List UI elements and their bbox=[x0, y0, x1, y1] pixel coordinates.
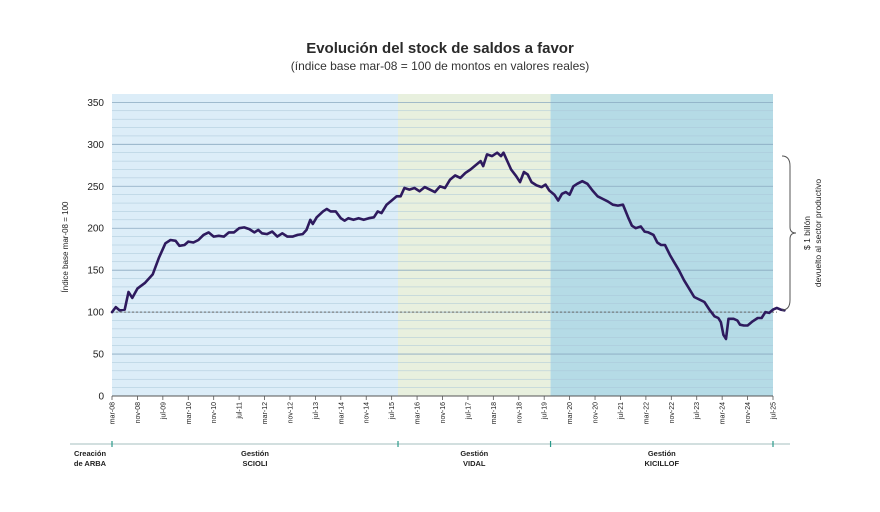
x-tick-label: nov-16 bbox=[440, 402, 447, 424]
x-tick-label: mar-22 bbox=[643, 402, 650, 424]
chart-title: Evolución del stock de saldos a favor bbox=[306, 40, 574, 57]
period-label-line1: Creación bbox=[74, 449, 107, 458]
x-tick-label: mar-08 bbox=[110, 402, 117, 424]
x-tick-label: jul-23 bbox=[694, 402, 701, 420]
y-tick-label: 100 bbox=[87, 308, 104, 319]
y-tick-label: 300 bbox=[87, 140, 104, 151]
x-tick-label: nov-12 bbox=[287, 402, 294, 424]
x-tick-label: mar-12 bbox=[262, 402, 269, 424]
x-tick-label: nov-24 bbox=[745, 402, 752, 424]
x-tick-label: nov-10 bbox=[211, 402, 218, 424]
x-tick-label: nov-14 bbox=[364, 402, 371, 424]
annotation-text-line2: devuelto al sector productivo bbox=[813, 179, 823, 287]
x-tick-label: mar-20 bbox=[567, 402, 574, 424]
x-tick-label: nov-08 bbox=[135, 402, 142, 424]
x-tick-label: mar-24 bbox=[720, 402, 727, 424]
x-tick-label: mar-10 bbox=[186, 402, 193, 424]
x-tick-label: jul-15 bbox=[389, 402, 396, 420]
x-tick-label: nov-22 bbox=[669, 402, 676, 424]
x-tick-label: jul-19 bbox=[542, 402, 549, 420]
y-tick-label: 250 bbox=[87, 182, 104, 193]
x-tick-label: nov-20 bbox=[593, 402, 600, 424]
x-tick-label: jul-09 bbox=[160, 402, 167, 420]
period-label-line2: KICILLOF bbox=[644, 459, 679, 468]
x-tick-label: mar-16 bbox=[415, 402, 422, 424]
chart-subtitle: (índice base mar-08 = 100 de montos en v… bbox=[290, 59, 590, 73]
period-label-line1: Gestión bbox=[648, 449, 676, 458]
x-tick-label: jul-21 bbox=[618, 402, 625, 420]
x-tick-label: jul-17 bbox=[465, 402, 472, 420]
y-axis-label: Índice base mar-08 = 100 bbox=[61, 201, 70, 292]
period-label-line2: VIDAL bbox=[463, 459, 486, 468]
period-label-line2: SCIOLI bbox=[242, 459, 267, 468]
x-tick-label: jul-11 bbox=[237, 402, 244, 420]
period-label-line1: Gestión bbox=[241, 449, 269, 458]
x-tick-label: jul-25 bbox=[771, 402, 778, 420]
x-tick-label: nov-18 bbox=[516, 402, 523, 424]
x-tick-label: mar-14 bbox=[338, 402, 345, 424]
y-tick-label: 200 bbox=[87, 224, 104, 235]
annotation-brace bbox=[781, 155, 797, 311]
y-tick-label: 350 bbox=[87, 98, 104, 109]
period-label-line1: Gestión bbox=[460, 449, 488, 458]
y-tick-label: 50 bbox=[93, 350, 105, 361]
y-tick-label: 0 bbox=[98, 392, 104, 403]
x-tick-label: mar-18 bbox=[491, 402, 498, 424]
y-tick-label: 150 bbox=[87, 266, 104, 277]
annotation-text-line1: $ 1 billón bbox=[802, 216, 812, 250]
x-tick-label: jul-13 bbox=[313, 402, 320, 420]
period-label-line2: de ARBA bbox=[74, 459, 107, 468]
series-line-0 bbox=[110, 151, 786, 341]
